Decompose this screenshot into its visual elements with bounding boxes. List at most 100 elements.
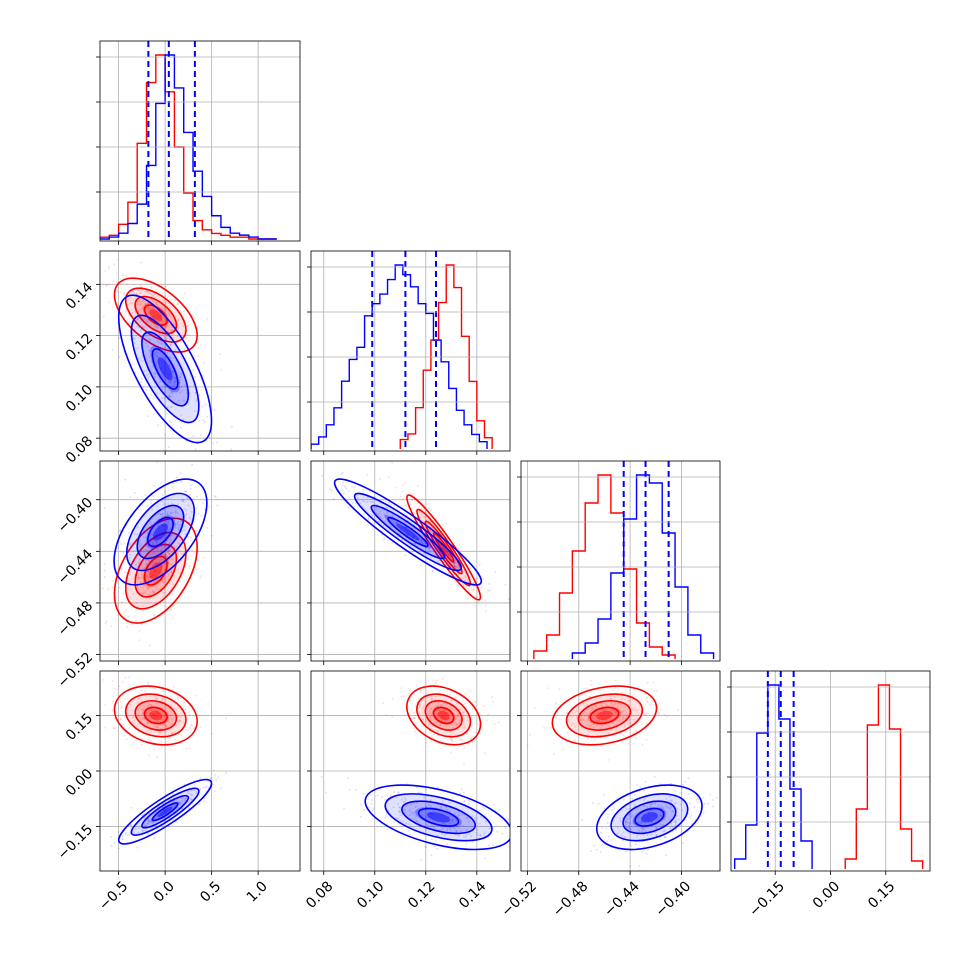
scatter-point — [463, 746, 466, 749]
scatter-point — [145, 597, 148, 600]
scatter-point — [418, 521, 421, 524]
scatter-point — [462, 583, 465, 586]
scatter-point — [175, 724, 178, 727]
scatter-point — [113, 841, 116, 844]
scatter-point — [449, 556, 451, 559]
scatter-point — [458, 708, 461, 710]
scatter-point — [413, 830, 416, 833]
scatter-point — [179, 523, 182, 526]
scatter-point — [123, 542, 126, 545]
panel-frame — [99, 40, 301, 242]
scatter-point — [628, 813, 631, 816]
scatter-point — [155, 579, 158, 582]
scatter-point — [583, 704, 586, 707]
scatter-point — [383, 514, 386, 516]
scatter-point — [591, 802, 594, 804]
scatter-point — [140, 743, 143, 746]
scatter-point — [429, 556, 432, 559]
scatter-point — [416, 484, 419, 487]
scatter-point — [431, 735, 434, 738]
scatter-point — [152, 495, 155, 498]
contour-line — [124, 693, 187, 738]
scatter-point — [137, 310, 140, 313]
scatter-point — [651, 802, 654, 805]
scatter-point — [388, 525, 391, 528]
scatter-point — [452, 708, 455, 711]
scatter-point — [466, 573, 469, 576]
scatter-point — [430, 716, 433, 719]
scatter-point — [382, 702, 385, 705]
scatter-point — [667, 806, 669, 809]
scatter-point — [167, 575, 170, 578]
scatter-point — [645, 699, 648, 702]
scatter-point — [636, 709, 638, 712]
scatter-point — [456, 704, 459, 707]
scatter-point — [384, 514, 387, 517]
scatter-point — [461, 739, 464, 742]
scatter-point — [456, 716, 459, 718]
scatter-point — [462, 576, 465, 579]
scatter-point — [186, 728, 189, 731]
scatter-point — [213, 773, 216, 776]
scatter-point — [146, 683, 149, 686]
scatter-point — [164, 554, 167, 556]
scatter-point — [414, 730, 416, 733]
scatter-point — [165, 301, 168, 304]
scatter-point — [142, 829, 145, 832]
scatter-point — [133, 328, 136, 331]
scatter-point — [129, 338, 132, 341]
scatter-point — [124, 555, 127, 558]
scatter-point — [660, 708, 663, 711]
scatter-point — [621, 834, 623, 837]
scatter-point — [493, 723, 496, 726]
scatter-point — [412, 717, 415, 720]
scatter-point — [155, 301, 158, 304]
scatter-point — [182, 297, 185, 300]
scatter-point — [147, 721, 150, 724]
scatter-point — [163, 578, 166, 581]
scatter-point — [414, 717, 416, 720]
scatter-point — [145, 302, 147, 305]
scatter-point — [363, 513, 366, 516]
scatter-point — [341, 489, 344, 492]
scatter-point — [187, 711, 190, 714]
scatter-point — [143, 540, 146, 543]
scatter-point — [595, 705, 598, 708]
scatter-point — [189, 484, 192, 486]
y-tick-label: 0.08 — [63, 433, 96, 466]
scatter-point — [147, 702, 149, 704]
scatter-point — [472, 588, 475, 591]
scatter-point — [152, 591, 155, 594]
scatter-point — [150, 502, 152, 505]
scatter-point — [169, 356, 172, 359]
scatter-point — [474, 701, 477, 704]
scatter-point — [645, 697, 648, 699]
scatter-point — [450, 751, 453, 754]
scatter-point — [203, 508, 206, 511]
scatter-point — [492, 803, 495, 806]
scatter-point — [411, 817, 413, 820]
scatter-point — [381, 796, 383, 798]
scatter-point — [444, 699, 447, 702]
scatter-point — [144, 824, 147, 827]
scatter-point — [170, 405, 173, 408]
scatter-point — [479, 834, 482, 837]
scatter-point — [102, 315, 105, 318]
scatter-point — [144, 824, 147, 827]
scatter-point — [590, 721, 593, 724]
scatter-point — [671, 799, 673, 802]
scatter-point — [171, 391, 174, 394]
scatter-point — [666, 715, 669, 718]
scatter-point — [474, 818, 477, 821]
scatter-point — [200, 575, 202, 577]
scatter-point — [148, 722, 151, 724]
scatter-point — [432, 733, 435, 736]
scatter-point — [151, 508, 154, 511]
panel-0-0 — [96, 40, 301, 245]
scatter-point — [405, 493, 408, 496]
scatter-point — [649, 805, 652, 808]
scatter-point — [472, 735, 475, 738]
scatter-point — [113, 717, 116, 720]
scatter-point — [423, 693, 425, 696]
scatter-point — [144, 829, 147, 832]
